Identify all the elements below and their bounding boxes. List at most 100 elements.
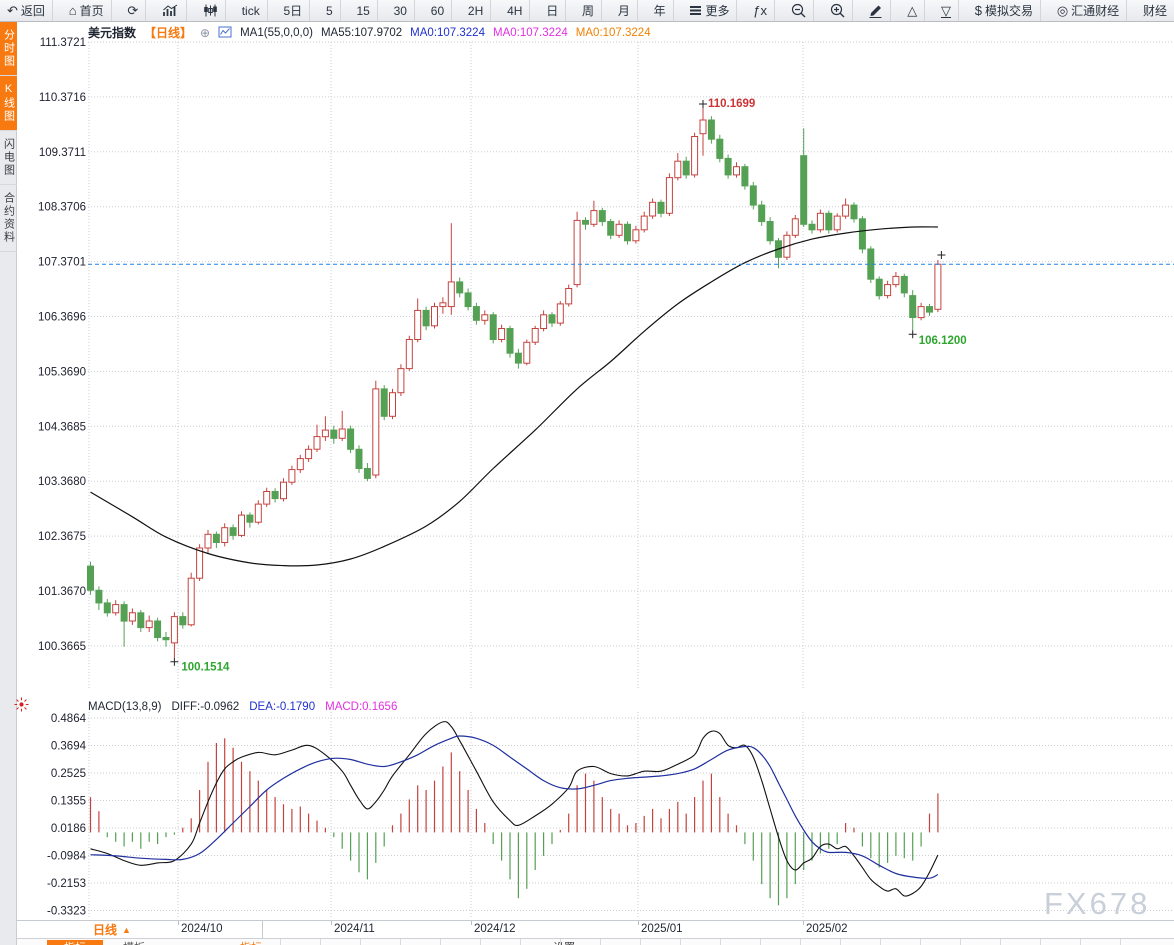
candle xyxy=(833,215,841,231)
candle xyxy=(842,204,850,217)
candle xyxy=(758,204,766,223)
bottom-tab-divider xyxy=(720,939,721,945)
period-year-button[interactable]: 年 xyxy=(647,0,674,21)
candle xyxy=(372,388,380,476)
tab-kline-chart[interactable]: K线图 xyxy=(0,76,17,131)
tab-time-chart[interactable]: 分时图 xyxy=(0,22,17,76)
tab-lightning-chart[interactable]: 闪电图 xyxy=(0,131,17,185)
triangle-up-icon: ▲ xyxy=(122,924,131,935)
candle xyxy=(397,368,405,394)
bar-chart-button[interactable] xyxy=(155,0,188,21)
zoom-in-button[interactable] xyxy=(823,0,853,21)
candle xyxy=(313,436,321,450)
candle xyxy=(749,185,757,206)
period-2h-button[interactable]: 2H xyxy=(461,0,492,21)
candle xyxy=(707,119,715,140)
bottom-tab-divider xyxy=(480,939,481,945)
period-30-button[interactable]: 30 xyxy=(387,0,415,21)
home-button[interactable]: ⌂ 首页 xyxy=(62,0,112,21)
candle xyxy=(909,295,917,319)
fx678-home-button[interactable]: ◎ 汇通财经 xyxy=(1050,0,1128,21)
bottom-tab-settings[interactable]: 设置 xyxy=(553,940,575,945)
period-60-button[interactable]: 60 xyxy=(424,0,453,21)
home-icon: ⌂ xyxy=(68,3,77,18)
period-2h-button-label: 2H xyxy=(467,3,484,18)
candle xyxy=(900,275,908,294)
candle xyxy=(204,533,212,549)
macd-header: MACD(13,8,9) DIFF:-0.0962 DEA:-0.1790 MA… xyxy=(88,701,397,713)
candle xyxy=(531,328,539,343)
x-axis-tick xyxy=(178,921,179,925)
more-button[interactable]: 更多 xyxy=(682,0,738,21)
triangle-up-button[interactable]: △ xyxy=(900,0,926,21)
period-30-button-label: 30 xyxy=(393,3,407,18)
bottom-tab-divider xyxy=(400,939,401,945)
zoom-out-button[interactable] xyxy=(784,0,814,21)
zoom-in-icon xyxy=(830,3,845,18)
candle xyxy=(816,212,824,231)
triangle-down-button[interactable]: ▽ xyxy=(934,0,959,21)
tick-period-button[interactable]: tick xyxy=(235,0,268,21)
candle xyxy=(120,604,128,622)
period-month-button[interactable]: 月 xyxy=(611,0,638,21)
dollar-icon: $ xyxy=(974,3,983,18)
candle xyxy=(330,429,338,439)
candle xyxy=(858,218,866,250)
candle xyxy=(582,219,589,225)
x-axis-tick xyxy=(803,921,804,925)
candle xyxy=(221,527,229,544)
period-15-button[interactable]: 15 xyxy=(349,0,378,21)
candle xyxy=(179,616,187,626)
y-axis-label: 111.3721 xyxy=(40,37,86,49)
x-axis-tick xyxy=(331,921,332,925)
candle xyxy=(145,620,153,629)
candlestick-button[interactable] xyxy=(196,0,226,21)
bottom-tab-indicator2[interactable]: 指标 xyxy=(240,940,262,945)
indicator-fx-button[interactable]: ƒx xyxy=(746,0,775,21)
back-button[interactable]: ↶ 返回 xyxy=(0,0,53,21)
fx678-logo-icon: ◎ xyxy=(1056,3,1069,18)
candle xyxy=(791,218,799,236)
candle xyxy=(137,612,145,629)
period-week-button-label: 周 xyxy=(582,4,595,18)
candle xyxy=(414,309,422,340)
candle xyxy=(875,278,883,297)
y-axis-label: 108.3706 xyxy=(38,202,86,214)
x-axis-tick xyxy=(638,921,639,925)
candlestick-icon xyxy=(203,4,218,17)
period-week-button[interactable]: 周 xyxy=(575,0,603,21)
period-5-button[interactable]: 5 xyxy=(319,0,341,21)
macd-y-axis: 0.4864 0.3694 0.2525 0.1355 0.0186 -0.0984 -0.… xyxy=(47,713,87,918)
indicator-box-icon[interactable] xyxy=(218,25,232,41)
candle xyxy=(380,388,388,417)
indicator-settings-icon[interactable] xyxy=(14,697,29,717)
period-4h-button[interactable]: 4H xyxy=(500,0,531,21)
macd-dea-value: DEA:-0.1790 xyxy=(249,701,316,713)
candle xyxy=(607,221,615,236)
period-day-button[interactable]: 日 xyxy=(539,0,567,21)
high-annotation: 110.1699 xyxy=(708,98,755,110)
period-5d-button[interactable]: 5日 xyxy=(276,0,311,21)
draw-button[interactable] xyxy=(861,0,892,21)
bottom-tab-indicator[interactable]: 指标 xyxy=(47,940,103,945)
bottom-tab-template[interactable]: 模板 xyxy=(123,940,145,945)
fx678-home-button-label: 汇通财经 xyxy=(1071,4,1120,18)
ma55-value: MA55:107.9702 xyxy=(320,26,403,39)
bottom-tab-divider xyxy=(840,939,841,945)
add-overlay-icon[interactable]: ⊕ xyxy=(200,25,211,40)
tab-contract-info[interactable]: 合约资料 xyxy=(0,185,17,252)
sim-trading-button[interactable]: $ 模拟交易 xyxy=(968,0,1042,21)
period-selector[interactable]: 日线 ▲ xyxy=(17,921,263,938)
candle xyxy=(800,155,808,225)
caijing-button[interactable]: 财经 xyxy=(1136,0,1174,21)
y-axis-label: 109.3711 xyxy=(39,147,86,159)
bottom-tab-divider xyxy=(760,939,761,945)
candle xyxy=(716,138,724,159)
x-axis-tick xyxy=(471,921,472,925)
bottom-tab-divider xyxy=(440,939,441,945)
candle xyxy=(447,281,455,308)
refresh-button[interactable]: ⟳ xyxy=(120,0,147,21)
period-4h-button-label: 4H xyxy=(507,3,523,18)
ma0-blue: MA0:107.3224 xyxy=(410,26,485,39)
